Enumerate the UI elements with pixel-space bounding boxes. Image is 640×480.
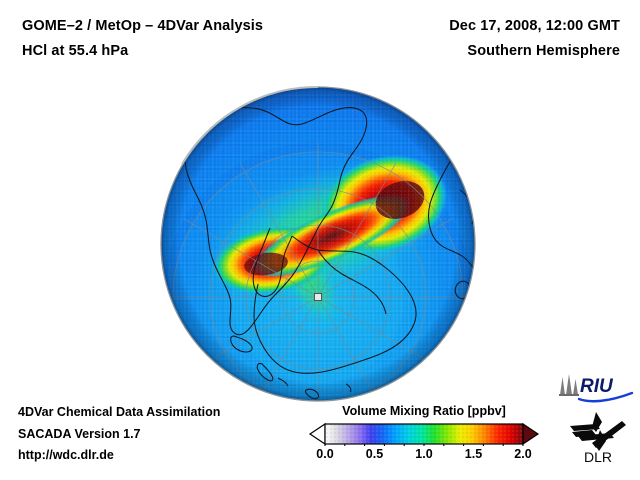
limb-shading (161, 87, 475, 401)
colorbar-tick-label: 2.0 (514, 447, 532, 461)
hemisphere-label: Southern Hemisphere (467, 43, 620, 59)
riu-wordmark: RIU (580, 376, 614, 397)
colorbar-tick-label: 1.0 (415, 447, 433, 461)
polar-stereographic-projection (160, 86, 476, 402)
colorbar-ticks (324, 444, 524, 446)
header-left-block: GOME–2 / MetOp – 4DVar Analysis HCl at 5… (22, 14, 352, 64)
smokestack-base (559, 394, 579, 396)
riu-swoosh (577, 391, 634, 403)
colorbar: Volume Mixing Ratio [ppbv] (308, 404, 540, 464)
dlr-wordmark: DLR (584, 449, 612, 464)
colorbar-tick-labels: 0.0 0.5 1.0 1.5 2.0 (308, 447, 540, 464)
colorbar-tick-label: 0.0 (316, 447, 334, 461)
colorbar-tick-label: 1.5 (464, 447, 483, 461)
colorbar-tick-label: 0.5 (365, 447, 384, 461)
website-link[interactable]: http://wdc.dlr.de (18, 448, 114, 462)
species-level-label: HCl at 55.4 hPa (22, 43, 129, 59)
globe-map (160, 86, 477, 403)
dlr-bird-icon (570, 412, 626, 451)
colorbar-title: Volume Mixing Ratio [ppbv] (342, 404, 506, 418)
instrument-title: GOME–2 / MetOp – 4DVar Analysis (22, 18, 264, 34)
pole-marker (314, 293, 322, 301)
dlr-logo: DLR (570, 412, 626, 464)
riu-logo: RIU (559, 374, 634, 403)
smokestack-icon (560, 374, 578, 395)
colorbar-scale (308, 422, 540, 446)
colorbar-gradient-texture (325, 424, 523, 444)
colorbar-arrow-right (522, 422, 540, 446)
header-right-block: Dec 17, 2008, 12:00 GMT Southern Hemisph… (320, 14, 620, 64)
method-label: 4DVar Chemical Data Assimilation (18, 405, 221, 419)
colorbar-arrow-left (308, 422, 326, 446)
timestamp-label: Dec 17, 2008, 12:00 GMT (449, 18, 620, 34)
globe-rim-highlight (181, 86, 319, 165)
footer-left-block: 4DVar Chemical Data Assimilation SACADA … (18, 402, 318, 467)
version-label: SACADA Version 1.7 (18, 426, 141, 441)
